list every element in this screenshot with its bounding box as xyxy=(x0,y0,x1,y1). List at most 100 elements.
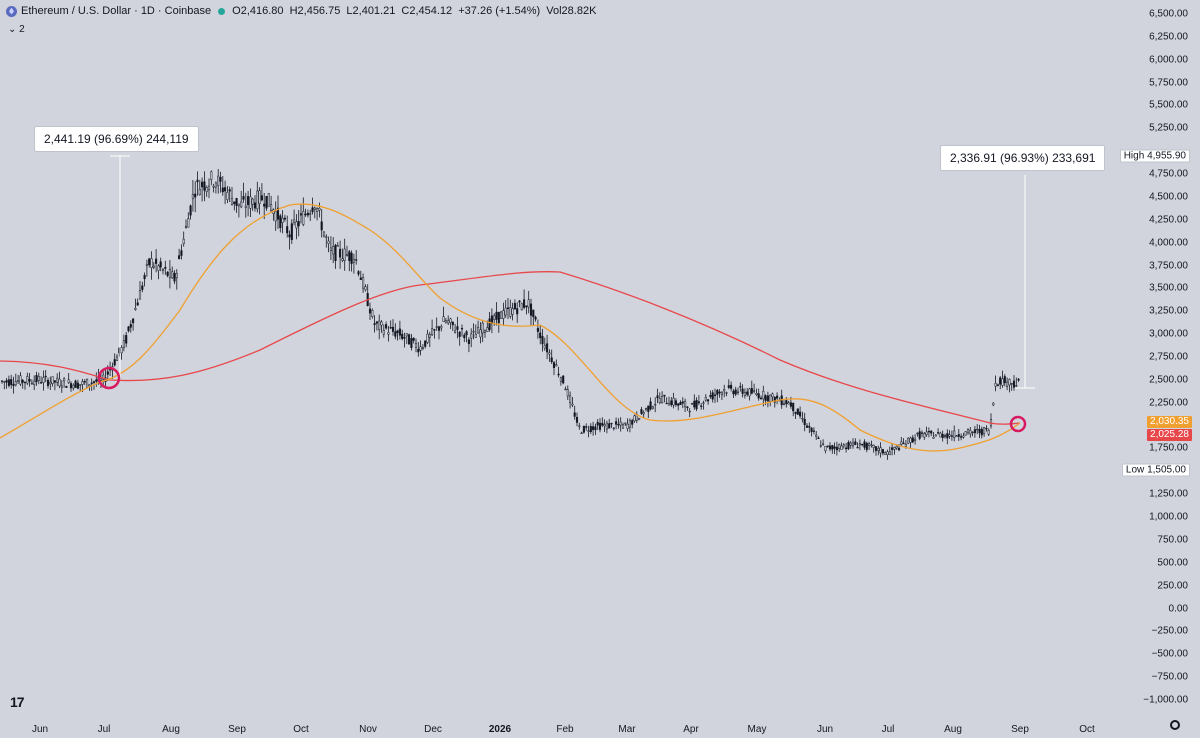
candle-body xyxy=(155,258,158,264)
candle-body xyxy=(840,445,843,450)
right-crossover-marker xyxy=(1009,415,1027,433)
candle-body xyxy=(355,259,358,261)
candle-body xyxy=(410,338,413,348)
candle-body xyxy=(33,380,36,386)
candle-body xyxy=(1010,383,1013,385)
candle-body xyxy=(918,431,921,439)
price-axis-label: 5,250.00 xyxy=(1149,122,1188,134)
candle-body xyxy=(672,397,675,406)
candle-body xyxy=(817,437,820,439)
candle-body xyxy=(693,400,696,408)
candle-body xyxy=(46,379,50,386)
candle-body xyxy=(559,377,562,382)
candle-body xyxy=(888,451,891,456)
candle-body xyxy=(907,437,910,444)
candle-body xyxy=(79,384,82,386)
candle-body xyxy=(253,202,257,209)
price-axis-label: −1,000.00 xyxy=(1143,694,1188,706)
candle-body xyxy=(44,375,47,378)
candle-body xyxy=(53,380,56,383)
candle-body xyxy=(10,379,13,385)
candle-body xyxy=(157,265,160,271)
time-axis-label: Sep xyxy=(228,724,246,735)
candle-body xyxy=(115,356,119,361)
candle-body xyxy=(113,359,116,366)
candle-body xyxy=(63,378,66,382)
candle-body xyxy=(5,380,8,383)
price-axis-label: 4,000.00 xyxy=(1149,237,1188,249)
candle-body xyxy=(437,326,441,331)
candle-body xyxy=(541,336,544,345)
candle-body xyxy=(513,303,516,310)
candle-body xyxy=(481,322,484,334)
candle-body xyxy=(382,329,385,335)
candle-body xyxy=(295,221,298,229)
candle-body xyxy=(534,316,537,320)
candle-body xyxy=(81,381,84,385)
symbol-title[interactable]: Ethereum / U.S. Dollar · 1D · Coinbase xyxy=(21,5,212,17)
candle-body xyxy=(725,392,728,394)
candle-body xyxy=(320,221,323,231)
candle-body xyxy=(992,402,995,406)
candle-body xyxy=(939,432,942,438)
candle-body xyxy=(808,426,811,428)
candle-body xyxy=(1008,379,1011,386)
candle-body xyxy=(569,395,572,404)
candle-body xyxy=(332,246,335,255)
candle-body xyxy=(794,411,797,414)
candle-body xyxy=(371,309,374,317)
candle-body xyxy=(757,393,760,399)
ohlc-readout: O2,416.80 H2,456.75 L2,401.21 C2,454.12 … xyxy=(232,5,599,17)
candle-body xyxy=(426,333,429,343)
candle-body xyxy=(380,321,383,326)
settings-icon[interactable] xyxy=(1170,720,1180,730)
candle-body xyxy=(88,384,91,387)
candle-body xyxy=(334,244,337,261)
candle-body xyxy=(51,376,54,384)
candle-body xyxy=(789,402,792,407)
candle-body xyxy=(787,402,790,405)
candle-body xyxy=(741,388,744,394)
candle-body xyxy=(969,429,972,435)
candle-body xyxy=(582,425,585,433)
candle-body xyxy=(872,444,875,448)
candle-body xyxy=(449,318,452,323)
candle-body xyxy=(359,277,362,280)
candle-body xyxy=(336,245,339,247)
candle-body xyxy=(309,213,312,215)
time-axis-label: May xyxy=(747,724,767,735)
candle-body xyxy=(985,427,988,430)
candle-body xyxy=(293,219,296,223)
candle-body xyxy=(801,418,804,420)
candle-body xyxy=(306,212,309,216)
indicators-toggle[interactable]: ⌄ 2 xyxy=(8,24,25,35)
candle-body xyxy=(60,385,63,388)
candle-body xyxy=(736,391,740,393)
candle-body xyxy=(594,426,597,431)
candle-body xyxy=(224,187,227,192)
left-crossover-marker xyxy=(97,366,121,390)
candle-body xyxy=(136,302,139,306)
candle-body xyxy=(976,428,979,431)
low-marker: Low 1,505.00 xyxy=(1121,463,1190,477)
candle-body xyxy=(244,205,247,208)
candle-body xyxy=(182,238,185,244)
candle-body xyxy=(488,318,491,330)
candle-body xyxy=(95,379,98,382)
candle-body xyxy=(258,190,261,204)
candle-body xyxy=(28,379,31,382)
candle-body xyxy=(106,371,109,375)
candle-body xyxy=(709,395,712,398)
candle-body xyxy=(665,402,668,405)
candle-body xyxy=(180,250,183,256)
candle-body xyxy=(644,408,648,410)
candle-body xyxy=(444,320,447,323)
candle-body xyxy=(861,443,864,446)
candle-body xyxy=(697,401,700,404)
candle-body xyxy=(920,432,924,434)
candle-body xyxy=(49,381,52,385)
candle-body xyxy=(288,234,291,238)
candle-body xyxy=(863,441,866,448)
candle-body xyxy=(233,201,236,205)
